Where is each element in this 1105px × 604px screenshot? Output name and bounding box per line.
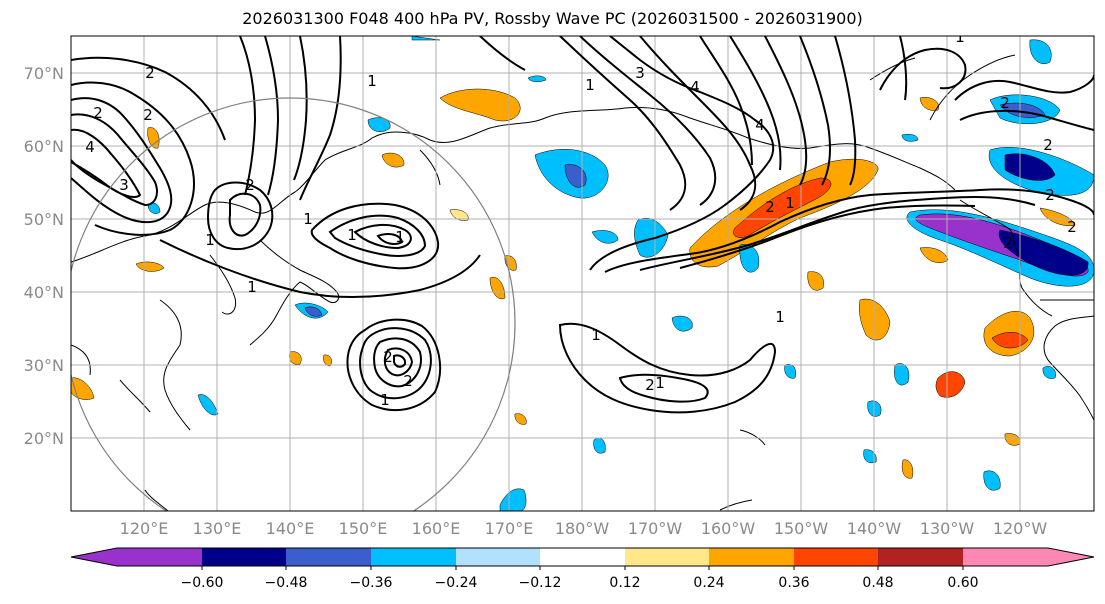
colorbar-segment [625,548,709,566]
lon-label: 170°E [485,519,534,538]
contour-label: 4 [690,78,700,96]
colorbar-extend-max [1048,548,1094,566]
contour-label: 1 [303,210,313,228]
colorbar-tick-label: −0.36 [350,575,393,591]
positive-anomaly-bering [439,88,521,122]
lon-label: 170°W [628,519,683,538]
lat-label: 70°N [24,64,64,83]
contour-label: 2 [383,348,393,366]
colorbar-segment [878,548,963,566]
contour-label: 4 [755,116,765,134]
contour-label: 2 [143,106,153,124]
contour-label: 2 [645,376,655,394]
lon-label: 160°E [412,519,461,538]
contour-label: 1 [785,194,795,212]
lat-label: 40°N [24,283,64,302]
lon-label: 130°W [920,519,975,538]
lon-label: 130°E [193,519,242,538]
lon-label: 160°W [701,519,756,538]
colorbar-segment [117,548,202,566]
pv-contours [71,36,1094,414]
longitude-labels: 120°E 130°E 140°E 150°E 160°E 170°E 180°… [120,519,1048,538]
lon-label: 120°W [993,519,1048,538]
contour-label: 1 [775,308,785,326]
lat-label: 20°N [24,429,64,448]
colorbar-extend-min [71,548,117,566]
contour-label: 1 [655,374,665,392]
negative-anomaly-ne-core [1004,153,1056,181]
contour-label: 3 [119,176,129,194]
colorbar-segment [540,548,625,566]
colorbar-tick-label: 0.12 [609,575,640,591]
contour-label: 2 [93,104,103,122]
colorbar-segment [371,548,456,566]
contour-label: 2 [403,372,413,390]
contour-label: 1 [367,72,377,90]
contour-label: 2 [1067,218,1077,236]
contour-label: 1 [585,76,595,94]
colorbar-tick-label: −0.24 [435,575,478,591]
contour-label: 1 [347,226,357,244]
colorbar-segment [286,548,371,566]
colorbar-tick-label: −0.12 [519,575,562,591]
negative-anomaly-westcoast-deep [998,229,1089,276]
contour-label: 4 [85,138,95,156]
contour-label: 1 [380,391,390,409]
graticule [71,36,1094,511]
colorbar-tick-label: 0.24 [693,575,724,591]
map-title: 2026031300 F048 400 hPa PV, Rossby Wave … [242,9,863,28]
contour-label: 2 [1043,136,1053,154]
lon-label: 180°W [555,519,610,538]
colorbar: −0.60 −0.48 −0.36 −0.24 −0.12 0.12 0.24 … [70,547,1095,591]
lon-label: 150°E [339,519,388,538]
rossby-wave-pc-fills [71,36,1094,511]
lon-label: 150°W [774,519,829,538]
contour-label: 2 [765,198,775,216]
contour-label: 2 [245,176,255,194]
contour-label: 1 [395,228,405,246]
contour-label: 2 [1000,94,1010,112]
map-panel: 2 4 3 2 1 2 2 1 1 1 1 2 1 2 1 1 2 3 4 2 [70,28,1095,512]
contour-label: 1 [955,28,965,46]
contour-label: 3 [635,64,645,82]
contour-label: 1 [205,231,215,249]
contour-labels: 2 4 3 2 1 2 2 1 1 1 1 2 1 2 1 1 2 3 4 2 [85,28,1077,409]
contour-label: 2 [1045,186,1055,204]
colorbar-tick-label: 0.60 [947,575,978,591]
contour-label: 2 [1003,234,1013,252]
colorbar-segment [456,548,540,566]
lon-label: 120°E [120,519,169,538]
lat-label: 30°N [24,356,64,375]
lat-label: 50°N [24,210,64,229]
colorbar-tick-label: −0.60 [181,575,224,591]
lon-label: 140°W [847,519,902,538]
lat-label: 60°N [24,137,64,156]
contour-label: 1 [591,326,601,344]
colorbar-segment [709,548,794,566]
colorbar-segment [202,548,286,566]
colorbar-tick-label: 0.48 [862,575,893,591]
colorbar-tick-label: 0.36 [778,575,809,591]
great-circle [71,97,516,511]
positive-anomaly-core [733,177,832,238]
contour-label: 2 [145,64,155,82]
lon-label: 140°E [266,519,315,538]
colorbar-tick-label: −0.48 [265,575,308,591]
latitude-labels: 70°N 60°N 50°N 40°N 30°N 20°N [24,64,64,448]
contour-label: 1 [247,278,257,296]
colorbar-segment [963,548,1048,566]
colorbar-segment [794,548,878,566]
